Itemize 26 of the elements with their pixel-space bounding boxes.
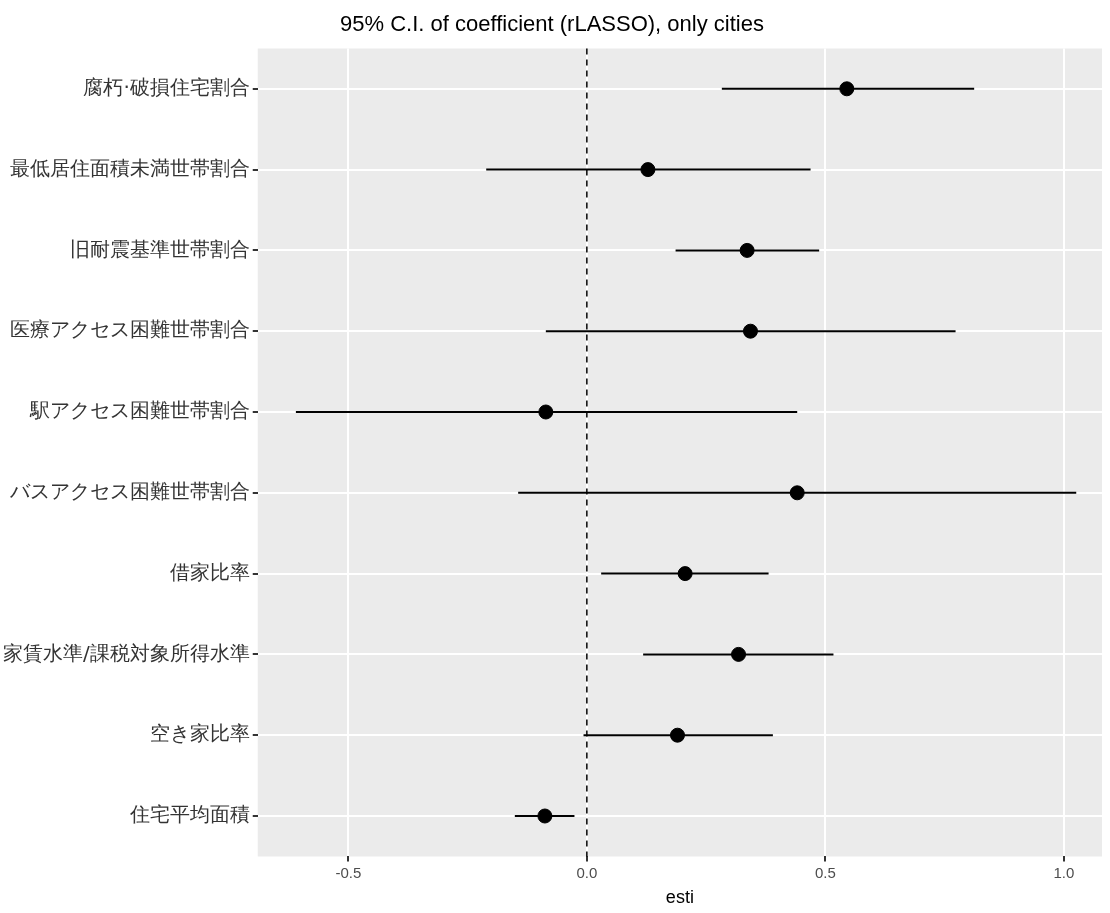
y-tick-label: 医療アクセス困難世帯割合	[9, 317, 250, 342]
y-tick-label: 空き家比率	[149, 721, 250, 746]
point	[669, 727, 685, 743]
point	[742, 323, 758, 339]
x-tick-label: 0.0	[576, 863, 598, 881]
y-tick-label: 住宅平均面積	[128, 802, 250, 827]
y-tick-label: 借家比率	[169, 559, 250, 584]
point	[538, 404, 554, 420]
y-tick-label: 腐朽·破損住宅割合	[83, 75, 250, 99]
x-tick-label: 1.0	[1053, 863, 1075, 881]
point	[537, 808, 553, 824]
x-tick-label: -0.5	[335, 863, 362, 881]
point	[789, 485, 805, 501]
y-tick-label: 最低居住面積未満世帯割合	[9, 155, 250, 180]
point	[640, 162, 656, 178]
y-tick-label: バスアクセス困難世帯割合	[8, 479, 250, 503]
point	[739, 242, 755, 258]
y-tick-label: 家賃水準/課税対象所得水準	[2, 640, 250, 665]
chart-title: 95% C.I. of coefficient (rLASSO), only cities	[340, 11, 764, 37]
point	[731, 646, 747, 662]
point	[677, 566, 693, 582]
y-tick-label: 旧耐震基準世帯割合	[69, 236, 250, 261]
x-axis-title: esti	[665, 887, 694, 908]
x-tick-label: 0.5	[814, 863, 836, 881]
y-tick-label: 駅アクセス困難世帯割合	[28, 398, 250, 423]
point	[839, 81, 855, 97]
